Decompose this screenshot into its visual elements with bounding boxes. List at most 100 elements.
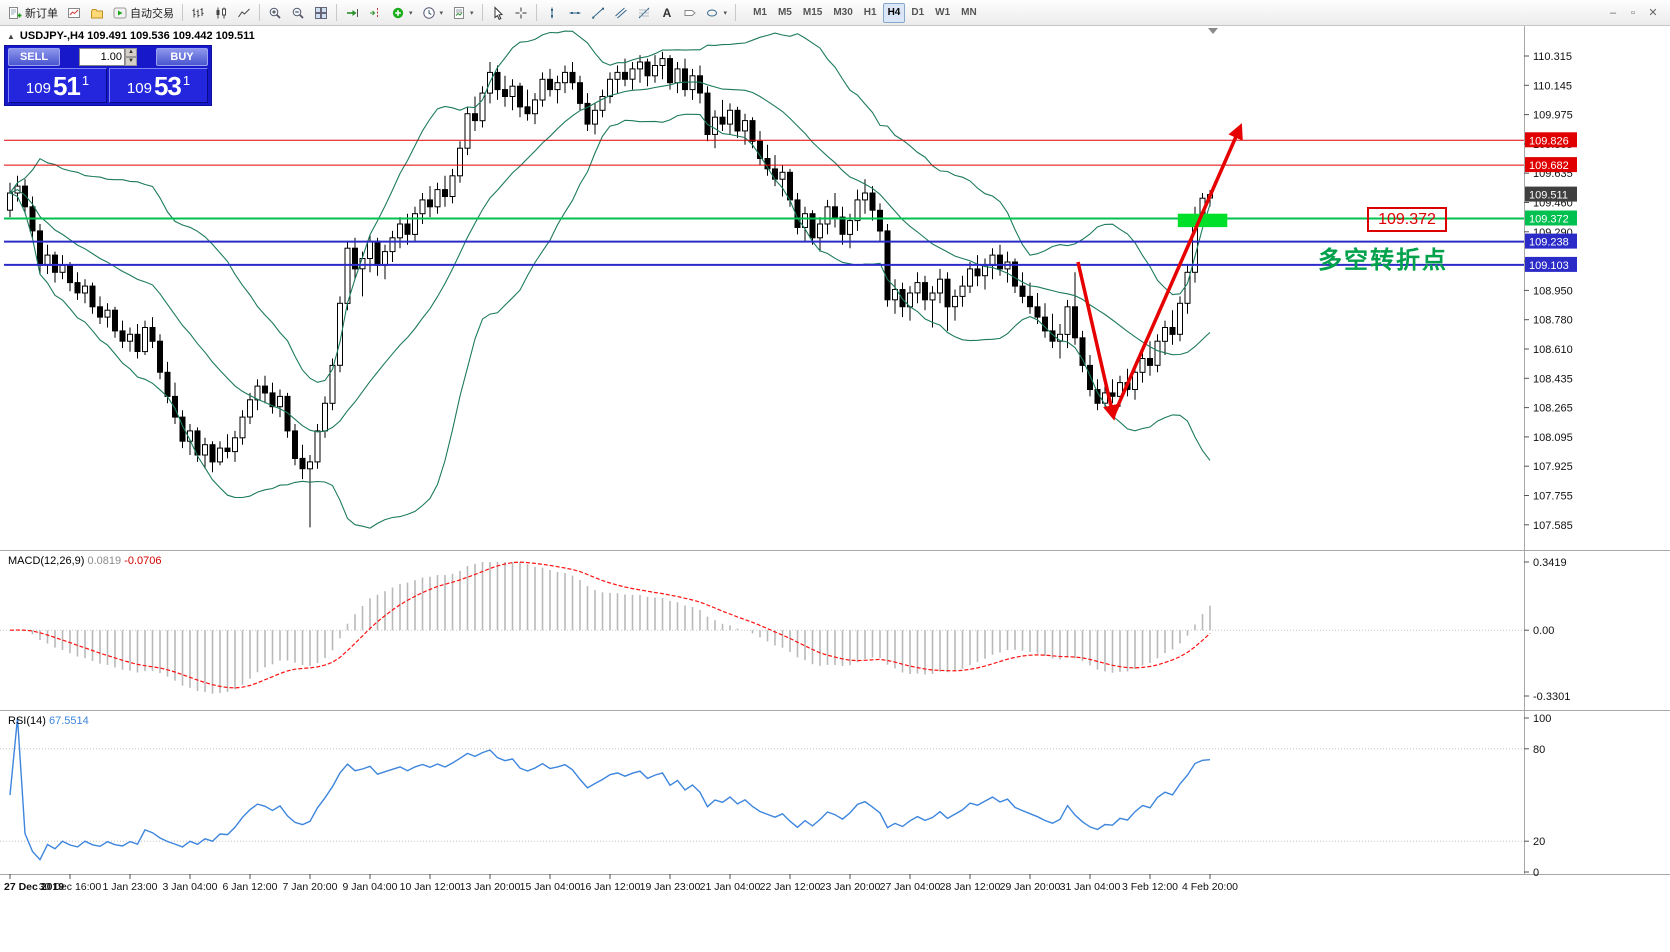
auto-scroll-button[interactable] xyxy=(341,2,363,24)
timeframe-button-m5[interactable]: M5 xyxy=(777,7,792,18)
macd-axis-label: 0.3419 xyxy=(1533,557,1567,569)
timeframe-button-d1[interactable]: D1 xyxy=(911,7,925,18)
horizontal-line-button[interactable] xyxy=(564,2,586,24)
crosshair-icon xyxy=(515,7,527,18)
label-icon xyxy=(684,9,696,16)
chart-shift-icon xyxy=(370,7,378,18)
timeframe-button-h4[interactable]: H4 xyxy=(882,2,906,23)
price-tag-label: 109.826 xyxy=(1529,135,1569,147)
restore-window-icon[interactable]: ▫ xyxy=(1631,6,1635,19)
bar-chart-icon xyxy=(192,7,204,17)
autotrading-icon xyxy=(113,7,127,18)
macd-signal-line xyxy=(9,561,1211,689)
price-axis-label: 110.145 xyxy=(1533,80,1572,92)
price-axis-label: 108.950 xyxy=(1533,285,1573,297)
toolbar-separator xyxy=(735,4,737,21)
text-button[interactable]: A xyxy=(656,2,678,24)
trendline-button[interactable] xyxy=(587,2,609,24)
price-tag xyxy=(1525,210,1577,226)
price-axis: 110.315110.145109.975109.805109.635109.4… xyxy=(1524,51,1573,532)
zoom-in-button[interactable] xyxy=(264,2,286,24)
zoom-in-icon xyxy=(269,7,281,19)
timeframe-button-m1[interactable]: M1 xyxy=(753,7,767,18)
periods-button[interactable]: ▾ xyxy=(418,2,448,24)
templates-button[interactable]: ▾ xyxy=(448,2,478,24)
turning-point-annotation[interactable]: 多空转折点 xyxy=(1318,247,1448,274)
timeframe-button-w1[interactable]: W1 xyxy=(935,7,951,18)
minimize-window-icon[interactable]: – xyxy=(1609,6,1617,19)
expand-chart-icon[interactable]: ▲ xyxy=(7,31,15,41)
cursor-icon xyxy=(494,5,503,20)
cursor-button[interactable] xyxy=(487,2,509,24)
text-label-button[interactable] xyxy=(679,2,701,24)
sell-price-button[interactable]: 109 51 1 xyxy=(8,68,107,103)
timeframe-button-m15[interactable]: M15 xyxy=(802,7,823,18)
chart-shift-button[interactable] xyxy=(364,2,386,24)
crosshair-button[interactable] xyxy=(510,2,532,24)
price-axis-label: 110.315 xyxy=(1533,51,1572,63)
time-axis-label: 21 Jan 04:00 xyxy=(700,881,761,893)
rsi-axis-label: 80 xyxy=(1533,744,1545,756)
fibonacci-button[interactable] xyxy=(633,2,655,24)
price-axis-label: 107.925 xyxy=(1533,461,1573,473)
buy-button[interactable]: BUY xyxy=(156,48,208,66)
new-order-icon xyxy=(9,6,22,19)
rsi-line xyxy=(9,717,1211,861)
volume-up-button[interactable]: ▲ xyxy=(125,48,137,57)
horizontal-line-icon xyxy=(569,11,581,14)
dropdown-caret-icon[interactable]: ▾ xyxy=(723,9,728,17)
trend-arrow[interactable] xyxy=(1111,123,1243,417)
zoom-out-icon xyxy=(292,7,304,19)
time-axis-label: 3 Feb 12:00 xyxy=(1122,881,1178,893)
chart-scroll-marker[interactable] xyxy=(1208,28,1218,34)
toolbar-separator xyxy=(259,4,260,21)
buy-price-button[interactable]: 109 53 1 xyxy=(109,68,208,103)
price-tag-label: 109.682 xyxy=(1529,160,1569,172)
new-order-label: 新订单 xyxy=(25,7,58,20)
time-axis-label: 29 Jan 20:00 xyxy=(1000,881,1061,893)
dropdown-caret-icon[interactable]: ▾ xyxy=(409,9,413,17)
new-order-button[interactable]: 新订单 xyxy=(4,2,62,24)
profiles-button[interactable] xyxy=(86,2,108,24)
dropdown-caret-icon[interactable]: ▾ xyxy=(439,9,444,17)
bar-chart-button[interactable] xyxy=(187,2,209,24)
candlestick-chart-icon xyxy=(216,7,226,18)
price-tag-label: 109.511 xyxy=(1529,190,1568,202)
support-zone-highlight[interactable] xyxy=(1177,213,1228,228)
autotrading-label: 自动交易 xyxy=(130,7,174,20)
svg-text:A: A xyxy=(662,6,671,20)
rsi-axis-label: 0 xyxy=(1533,867,1539,879)
time-axis-label: 28 Jan 12:00 xyxy=(940,881,1001,893)
tile-windows-button[interactable] xyxy=(310,2,332,24)
main-toolbar: 新订单 自动交易 ▾ ▾ ▾ xyxy=(0,0,1670,26)
sell-button[interactable]: SELL xyxy=(8,48,60,66)
volume-down-button[interactable]: ▼ xyxy=(125,57,137,66)
price-annotation-box[interactable]: 109.372 xyxy=(1367,207,1447,232)
time-axis-label: 3 Jan 04:00 xyxy=(163,881,218,893)
price-tag xyxy=(1525,157,1577,173)
shapes-button[interactable]: ▾ xyxy=(702,2,732,24)
indicators-button[interactable]: ▾ xyxy=(387,2,417,24)
trend-arrow[interactable] xyxy=(1076,261,1119,421)
zoom-out-button[interactable] xyxy=(287,2,309,24)
timeframe-button-mn[interactable]: MN xyxy=(961,7,977,18)
dropdown-caret-icon[interactable]: ▾ xyxy=(470,9,474,17)
bollinger-middle-band xyxy=(9,81,1211,433)
candlestick-chart-button[interactable] xyxy=(210,2,232,24)
rsi-axis-label: 100 xyxy=(1533,713,1551,725)
channel-button[interactable] xyxy=(610,2,632,24)
timeframe-button-m30[interactable]: M30 xyxy=(833,7,853,18)
line-chart-button[interactable] xyxy=(233,2,255,24)
time-axis-label: 9 Jan 04:00 xyxy=(343,881,398,893)
timeframe-button-h1[interactable]: H1 xyxy=(863,7,877,18)
volume-input[interactable] xyxy=(79,48,125,66)
window-controls: – ▫ ✕ xyxy=(1604,4,1666,22)
time-axis-label: 7 Jan 20:00 xyxy=(283,881,338,893)
close-window-icon[interactable]: ✕ xyxy=(1648,7,1658,19)
vertical-line-button[interactable] xyxy=(541,2,563,24)
autotrading-button[interactable]: 自动交易 xyxy=(109,2,178,24)
new-chart-button[interactable] xyxy=(63,2,85,24)
one-click-trading-panel: SELL ▲ ▼ BUY 109 51 1 109 53 1 xyxy=(4,45,212,106)
